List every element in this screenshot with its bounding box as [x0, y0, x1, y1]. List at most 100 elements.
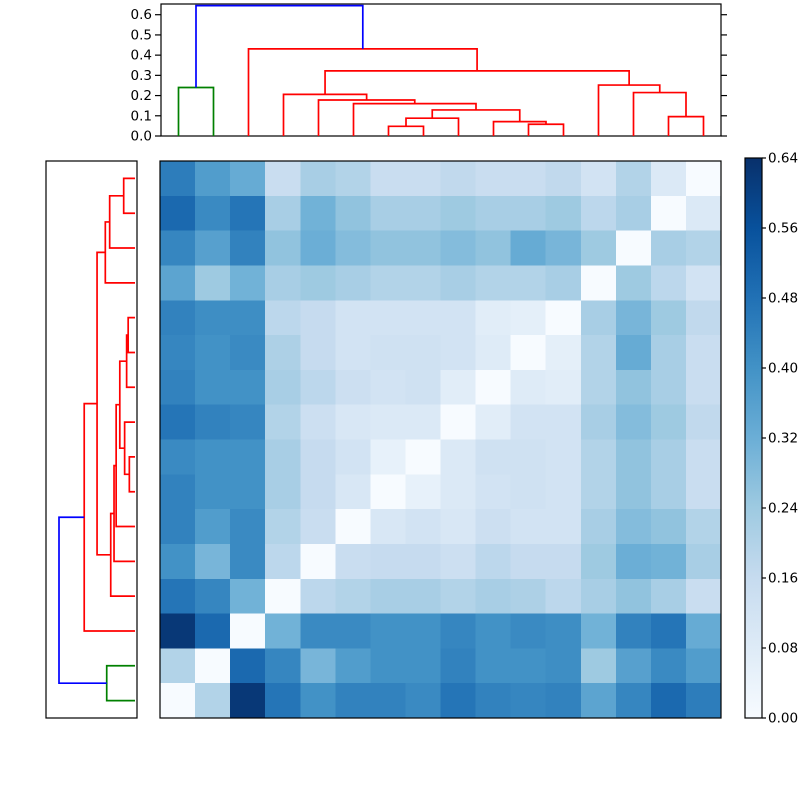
- heatmap-cell: [580, 474, 617, 510]
- heatmap-cell: [685, 195, 722, 232]
- heatmap-cell: [265, 578, 301, 615]
- heatmap-cell: [405, 683, 441, 719]
- heatmap-cell: [440, 265, 477, 301]
- heatmap-cell: [510, 230, 547, 266]
- heatmap-cell: [615, 265, 652, 301]
- heatmap-cell: [440, 543, 477, 580]
- y-tick-label: 0.6: [131, 7, 152, 23]
- heatmap-cell: [475, 683, 512, 719]
- heatmap-cell: [650, 578, 687, 615]
- heatmap-cell: [230, 300, 266, 336]
- heatmap-cell: [160, 613, 196, 649]
- heatmap-cell: [335, 543, 371, 580]
- heatmap-cell: [160, 474, 196, 510]
- heatmap-cell: [230, 648, 266, 684]
- heatmap-cell: [230, 369, 266, 406]
- heatmap-cell: [615, 195, 652, 232]
- heatmap-cell: [685, 509, 722, 545]
- heatmap-cell: [370, 474, 406, 510]
- heatmap-cell: [650, 335, 687, 371]
- heatmap-cell: [195, 230, 231, 266]
- heatmap-cell: [370, 335, 406, 371]
- heatmap-cell: [370, 509, 406, 545]
- heatmap-cell: [335, 683, 371, 719]
- heatmap-cell: [615, 648, 652, 684]
- heatmap-cell: [510, 648, 547, 684]
- heatmap-cell: [370, 230, 406, 266]
- heatmap-cell: [335, 300, 371, 336]
- heatmap-cell: [545, 300, 582, 336]
- heatmap-cell: [545, 613, 582, 649]
- heatmap-cell: [545, 683, 582, 719]
- heatmap-cell: [195, 335, 231, 371]
- heatmap-cell: [335, 265, 371, 301]
- dendrogram-link-red: [317, 99, 416, 136]
- dendrogram-link-red: [324, 70, 630, 95]
- colorbar-gradient: [745, 158, 762, 718]
- heatmap-cell: [685, 543, 722, 580]
- heatmap-cell: [160, 509, 196, 545]
- colorbar-tick-label: 0.48: [768, 291, 798, 307]
- heatmap-cell: [440, 161, 477, 197]
- dendrogram-link-red: [632, 91, 687, 136]
- colorbar-tick-label: 0.32: [768, 431, 798, 447]
- heatmap-cell: [580, 300, 617, 336]
- heatmap-cell: [615, 230, 652, 266]
- heatmap-cell: [335, 195, 371, 232]
- heatmap-cell: [300, 613, 336, 649]
- heatmap-cell: [440, 300, 477, 336]
- heatmap-cell: [195, 439, 231, 475]
- heatmap-cell: [405, 265, 441, 301]
- heatmap-cell: [195, 161, 231, 197]
- heatmap-cell: [370, 439, 406, 475]
- heatmap-cell: [440, 439, 477, 475]
- heatmap-cell: [335, 613, 371, 649]
- heatmap-cell: [335, 439, 371, 475]
- colorbar-tick-label: 0.24: [768, 501, 798, 517]
- colorbar-tick-label: 0.64: [768, 151, 798, 167]
- heatmap-cell: [545, 439, 582, 475]
- colorbar: 0.00 0.08 0.16 0.24 0.32 0.40 0.48 0.56 0.64: [744, 151, 798, 727]
- top-dendrogram: 0.0 0.1 0.2 0.3 0.4 0.5 0.6: [131, 3, 727, 145]
- heatmap-cell: [300, 578, 336, 615]
- heatmap-cell: [195, 613, 231, 649]
- heatmap-cell: [405, 439, 441, 475]
- heatmap-cell: [545, 161, 582, 197]
- y-tick-label: 0.1: [131, 108, 152, 124]
- heatmap-cell: [475, 578, 512, 615]
- heatmap-cell: [475, 195, 512, 232]
- heatmap-cell: [545, 369, 582, 406]
- heatmap-cell: [370, 369, 406, 406]
- heatmap-cell: [300, 161, 336, 197]
- colorbar-tick-label: 0.56: [768, 221, 798, 237]
- dendrogram-link-red: [108, 194, 135, 249]
- dendrogram-link-red: [96, 251, 111, 556]
- heatmap-cell: [475, 404, 512, 440]
- heatmap-cell: [650, 439, 687, 475]
- heatmap-cell: [580, 230, 617, 266]
- heatmap-cell: [440, 404, 477, 440]
- heatmap-cell: [405, 578, 441, 615]
- heatmap-cell: [230, 335, 266, 371]
- heatmap-cell: [510, 265, 547, 301]
- dendrogram-link-green: [105, 664, 135, 702]
- heatmap-cell: [510, 404, 547, 440]
- colorbar-tick-label: 0.08: [768, 641, 798, 657]
- heatmap-cell: [650, 613, 687, 649]
- heatmap-cell: [685, 230, 722, 266]
- heatmap-cell: [545, 195, 582, 232]
- heatmap-cell: [510, 509, 547, 545]
- heatmap-cell: [615, 683, 652, 719]
- heatmap-cell: [440, 613, 477, 649]
- heatmap-cell: [405, 195, 441, 232]
- heatmap-cell: [265, 509, 301, 545]
- heatmap-cell: [545, 543, 582, 580]
- heatmap-cell: [230, 265, 266, 301]
- heatmap-cell: [475, 509, 512, 545]
- heatmap-cell: [265, 648, 301, 684]
- heatmap-cell: [685, 683, 722, 719]
- heatmap-cell: [300, 300, 336, 336]
- heatmap-cell: [370, 404, 406, 440]
- dendrogram-link-red: [113, 464, 135, 563]
- heatmap-cell: [580, 369, 617, 406]
